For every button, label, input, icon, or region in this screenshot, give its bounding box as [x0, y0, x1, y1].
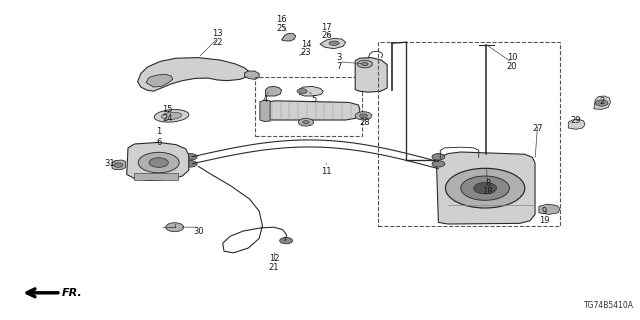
Text: 18: 18	[483, 188, 493, 196]
Polygon shape	[300, 86, 323, 96]
Ellipse shape	[329, 41, 339, 45]
Ellipse shape	[161, 112, 182, 119]
Polygon shape	[355, 58, 387, 92]
Text: 15: 15	[163, 105, 173, 114]
Circle shape	[357, 60, 372, 68]
Circle shape	[298, 118, 314, 126]
Polygon shape	[568, 119, 585, 129]
Circle shape	[138, 152, 179, 173]
Circle shape	[461, 176, 509, 200]
Text: 24: 24	[163, 114, 173, 123]
Text: 31: 31	[105, 159, 115, 168]
Circle shape	[355, 112, 372, 120]
Text: 16: 16	[276, 15, 287, 24]
Text: 13: 13	[212, 29, 223, 38]
Text: 5: 5	[311, 95, 316, 104]
Circle shape	[149, 158, 168, 167]
Circle shape	[184, 161, 197, 167]
Polygon shape	[282, 34, 296, 41]
Circle shape	[280, 237, 292, 244]
Circle shape	[360, 114, 367, 118]
Text: 4: 4	[263, 95, 268, 104]
Text: 20: 20	[507, 62, 517, 71]
Polygon shape	[436, 152, 535, 224]
Polygon shape	[146, 74, 173, 87]
Text: 25: 25	[276, 24, 287, 33]
Bar	[378, 42, 560, 226]
Text: 10: 10	[507, 53, 517, 62]
Ellipse shape	[154, 109, 189, 122]
Text: 12: 12	[269, 254, 279, 263]
Circle shape	[297, 89, 307, 94]
Circle shape	[432, 154, 445, 160]
Text: 29: 29	[571, 116, 581, 124]
Circle shape	[114, 163, 123, 167]
Text: 2: 2	[599, 97, 604, 106]
Text: 6: 6	[156, 138, 161, 147]
Text: 27: 27	[532, 124, 543, 132]
Circle shape	[474, 182, 497, 194]
Text: 21: 21	[269, 263, 279, 272]
Text: 3: 3	[337, 53, 342, 62]
Polygon shape	[244, 71, 259, 79]
Bar	[134, 173, 178, 180]
Circle shape	[432, 161, 445, 167]
Bar	[255, 77, 362, 136]
Text: 14: 14	[301, 40, 311, 49]
Text: 11: 11	[321, 167, 332, 176]
Text: 7: 7	[337, 62, 342, 71]
Polygon shape	[112, 160, 125, 170]
Text: 26: 26	[321, 31, 332, 40]
Polygon shape	[127, 142, 189, 180]
Polygon shape	[539, 204, 560, 214]
Polygon shape	[266, 86, 282, 96]
Circle shape	[303, 121, 309, 124]
Polygon shape	[320, 38, 346, 49]
Polygon shape	[261, 101, 360, 120]
Text: TG74B5410A: TG74B5410A	[584, 301, 634, 310]
Polygon shape	[260, 100, 270, 122]
Circle shape	[445, 168, 525, 208]
Circle shape	[362, 62, 368, 66]
Circle shape	[595, 100, 608, 106]
Text: 9: 9	[541, 207, 547, 216]
Polygon shape	[594, 96, 611, 109]
Text: 28: 28	[360, 118, 370, 127]
Text: 1: 1	[156, 127, 161, 136]
Text: FR.: FR.	[62, 288, 83, 298]
Text: 22: 22	[212, 38, 223, 47]
Text: 8: 8	[485, 179, 490, 188]
Circle shape	[184, 154, 197, 160]
Polygon shape	[138, 58, 250, 91]
Text: 23: 23	[301, 48, 311, 57]
Text: 30: 30	[193, 227, 204, 236]
Circle shape	[166, 223, 184, 232]
Text: 17: 17	[321, 23, 332, 32]
Text: 19: 19	[539, 216, 549, 225]
